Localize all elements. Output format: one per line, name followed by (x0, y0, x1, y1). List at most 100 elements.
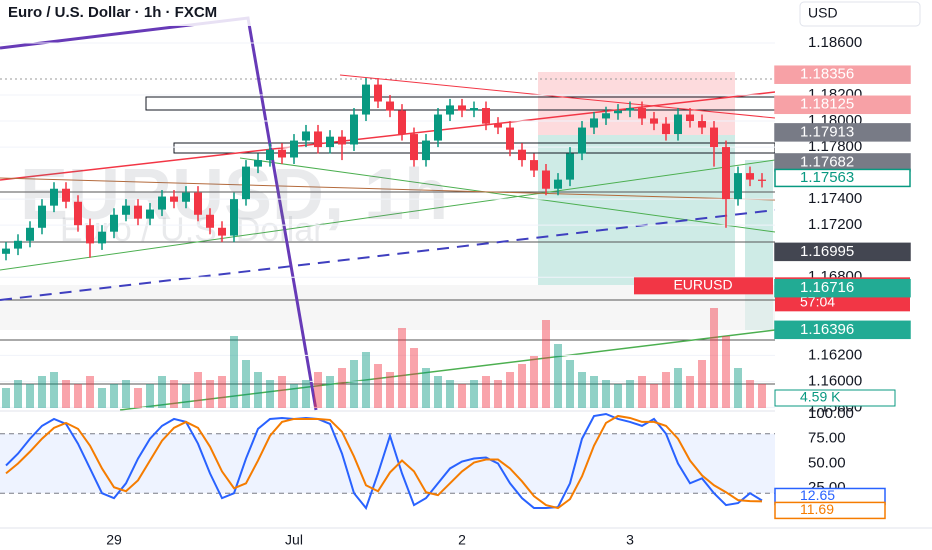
candle-body (170, 196, 178, 202)
stoch-tag-label: 11.69 (800, 501, 834, 517)
candle-body (554, 179, 562, 189)
trend-line (0, 91, 776, 181)
y-tick-label: 1.16000 (808, 372, 862, 389)
stoch-tag-label: 12.65 (800, 487, 835, 503)
volume-bar (746, 380, 754, 408)
volume-bar (2, 388, 10, 408)
volume-bar (410, 348, 418, 408)
volume-bar (122, 380, 130, 408)
price-tag-box (774, 242, 911, 262)
candle-body (206, 214, 214, 228)
candle-body (710, 127, 718, 148)
candle-body (134, 205, 142, 219)
price-tag-box (774, 168, 911, 188)
volume-bar (566, 360, 574, 408)
price-tag-label: 1.16396 (800, 321, 854, 338)
y-tick-label: 1.18600 (808, 34, 862, 51)
stochastic-pane (0, 412, 780, 511)
candle-body (650, 118, 658, 124)
volume-bar (398, 328, 406, 408)
volume-bar (542, 320, 550, 408)
x-tick-label: Jul (285, 532, 303, 548)
volume-bar (350, 360, 358, 408)
x-tick-label: 29 (106, 532, 122, 548)
stoch-tick-label: 75.00 (808, 430, 846, 447)
candle-body (14, 240, 22, 249)
volume-bar (230, 336, 238, 408)
countdown: 57:04 (800, 294, 835, 310)
trend-line (119, 329, 776, 411)
candle-body (386, 101, 394, 111)
volume-bar (302, 380, 310, 408)
volume-tag-box (774, 389, 896, 407)
candle-body (542, 170, 550, 189)
candle-body (338, 136, 346, 145)
volume-bar (194, 372, 202, 408)
currency[interactable]: USD (808, 5, 838, 21)
candle-body (674, 114, 682, 135)
candle-body (218, 227, 226, 236)
y-tick-label: 1.16200 (808, 346, 862, 363)
stoch-tick-label: 50.00 (808, 454, 846, 471)
volume-bar (242, 360, 250, 408)
volume-bar (74, 384, 82, 408)
candle-body (62, 188, 70, 202)
candle-body (98, 231, 106, 244)
volume-bar (686, 376, 694, 408)
volume-bar (518, 364, 526, 408)
y-tick-label: 1.17200 (808, 216, 862, 233)
candle-body (662, 123, 670, 135)
volume-bar (170, 380, 178, 408)
price-tag-label: 1.18356 (800, 66, 854, 83)
volume-bar (374, 364, 382, 408)
candle-body (638, 108, 646, 119)
volume-bar (98, 388, 106, 408)
y-tick-label: 1.17800 (808, 138, 862, 155)
stoch-tick-label: 100.00 (808, 405, 854, 422)
price-tag: 1.16716 (774, 278, 911, 298)
header-bg (0, 0, 460, 26)
volume-tag-label: 4.59 K (800, 389, 841, 405)
volume-bar (758, 384, 766, 408)
trend-line (339, 74, 776, 119)
candle-body (278, 149, 286, 158)
volume-bar (38, 376, 46, 408)
volume-bar (710, 308, 718, 408)
candle-body (230, 199, 238, 236)
candle-body (614, 110, 622, 114)
candle-body (746, 173, 754, 180)
volume-bar (494, 380, 502, 408)
candle-body (506, 127, 514, 150)
volume-bar (266, 380, 274, 408)
volume-bar (446, 380, 454, 408)
volume-bar (110, 384, 118, 408)
price-tag-label: 1.17563 (800, 169, 854, 186)
price-tag-label: 1.16716 (800, 279, 854, 296)
price-tag-box (774, 278, 911, 298)
candle-body (26, 227, 34, 241)
symbol-tag-label: EURUSD (673, 277, 732, 293)
volume-bar (470, 380, 478, 408)
price-tag-label: 1.18125 (800, 96, 854, 113)
price-axis (775, 0, 932, 528)
x-tick-label: 2 (458, 532, 466, 548)
trend-line (0, 177, 776, 201)
volume-bar (650, 384, 658, 408)
stoch-line (5, 412, 763, 511)
candle-body (146, 209, 154, 219)
volume-bar (62, 380, 70, 408)
price-tag-label: 1.16995 (800, 243, 854, 260)
price-tag: 1.17563 (774, 168, 911, 188)
volume-bar (602, 380, 610, 408)
price-tag-box (774, 123, 911, 142)
volume-bar (314, 372, 322, 408)
candle-body (758, 179, 766, 181)
x-tick-label: 3 (626, 532, 634, 548)
candle-body (686, 114, 694, 122)
currency-button[interactable] (799, 1, 921, 27)
candle-body (530, 160, 538, 171)
candle-body (2, 248, 10, 254)
volume-bar (182, 384, 190, 408)
candle-body (698, 121, 706, 128)
